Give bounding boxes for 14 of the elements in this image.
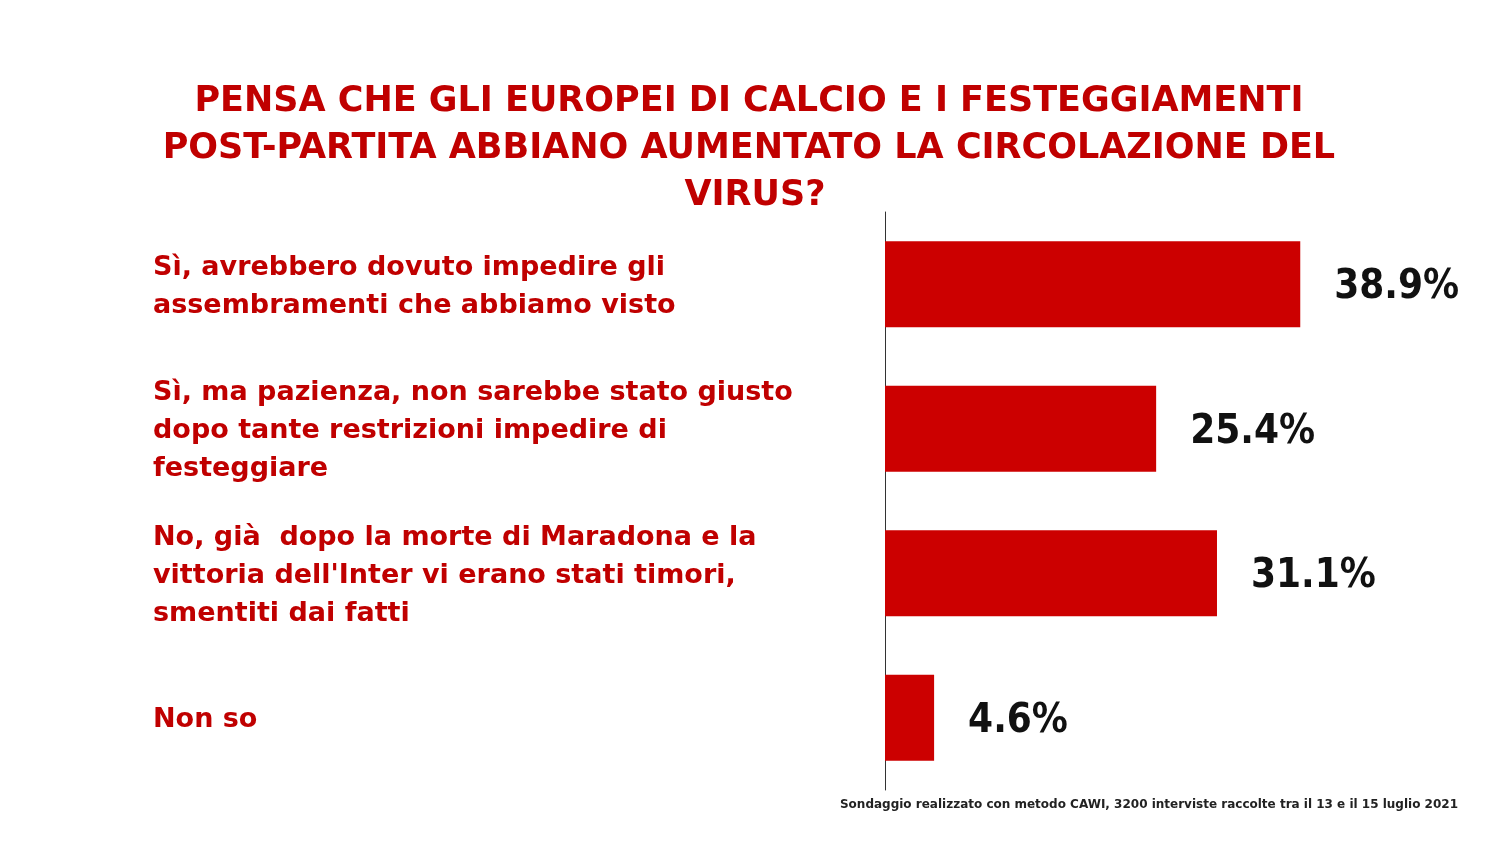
data-label: 38.9% [1334,261,1460,308]
y-tick-label: No, già dopo la morte di Maradona e la vittoria dell'Inter vi erano stati timori, smentiti dai fatti [153,519,766,627]
data-label: 25.4% [1190,405,1315,452]
y-tick-label: Sì, ma pazienza, non sarebbe stato giusto dopo tante restrizioni impedire di festeggiare [153,375,803,483]
bar [885,674,935,761]
data-label: 31.1% [1250,550,1376,597]
bar [885,385,1157,472]
y-tick-label: Non so [153,702,258,734]
text: Sondaggio realizzato con metodo CAWI, 3200 interviste raccolte tra il 13 e il 15 luglio 2021 [839,797,1459,811]
bar [885,530,1217,617]
y-tick-label: Sì, avrebbero dovuto impedire gli assembramenti che abbiamo visto [153,249,676,319]
data-label: 4.6% [968,694,1068,741]
bar [885,241,1301,328]
chart-title: PENSA CHE GLI EUROPEI DI CALCIO E I FESTEGGIAMENTI POST-PARTITA ABBIANO AUMENTATO LA CIRCOLAZIONE DEL VIRUS? [162,78,1348,213]
